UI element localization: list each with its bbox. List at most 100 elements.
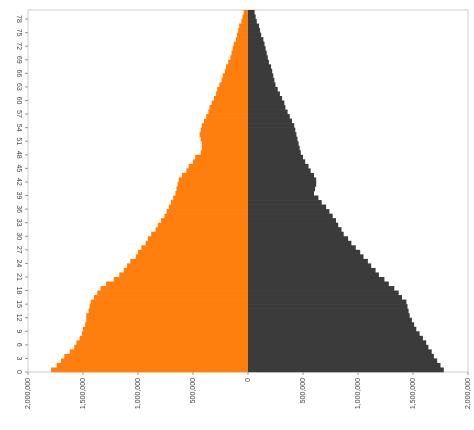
bar: [157, 222, 248, 228]
bar: [248, 231, 344, 237]
y-tick-label: 51: [15, 137, 22, 145]
x-tick-label: 1,500,000: [80, 378, 87, 409]
bar: [176, 186, 248, 192]
bar: [248, 127, 296, 133]
bar: [248, 168, 311, 174]
bar: [79, 335, 248, 341]
x-tick-label: 500,000: [190, 378, 197, 403]
bar: [206, 114, 248, 119]
bar: [94, 295, 248, 300]
bar: [248, 213, 333, 219]
bar: [248, 105, 286, 110]
y-tick-label: 78: [15, 15, 22, 23]
bar: [89, 304, 248, 309]
y-tick-label: 66: [15, 69, 22, 77]
bar: [221, 77, 248, 83]
y-tick-label: 63: [15, 83, 22, 91]
y-tick-label: 36: [15, 205, 22, 213]
bar: [127, 263, 248, 269]
bar: [216, 91, 248, 97]
bar: [248, 32, 262, 38]
bar: [248, 276, 385, 282]
bar: [248, 68, 273, 74]
bar: [248, 236, 349, 242]
bar: [51, 367, 248, 373]
bar: [171, 200, 248, 205]
y-tick-label: 60: [15, 97, 22, 105]
bar: [175, 191, 248, 196]
bar: [195, 154, 248, 160]
bar: [248, 358, 438, 364]
bar: [233, 41, 248, 47]
bar: [248, 227, 342, 233]
bar: [248, 141, 299, 147]
bar: [200, 127, 248, 133]
bar: [200, 150, 248, 156]
bar: [248, 132, 297, 137]
x-tick-label: 2,000,000: [465, 378, 472, 409]
bar: [248, 286, 395, 291]
bar: [248, 245, 356, 251]
bar: [248, 123, 295, 128]
bar: [248, 159, 306, 165]
bar: [248, 172, 314, 178]
bar: [248, 340, 427, 346]
bar: [135, 254, 248, 260]
y-tick-label: 75: [15, 29, 22, 37]
bar: [199, 132, 248, 137]
bar: [217, 86, 248, 92]
y-tick-label: 21: [15, 273, 22, 281]
bar: [248, 218, 336, 223]
bar: [119, 272, 248, 278]
bar: [248, 326, 417, 332]
bar: [145, 240, 248, 246]
bar: [248, 37, 264, 42]
x-tick-label: 1,000,000: [355, 378, 362, 409]
bar: [248, 59, 269, 65]
bar: [248, 322, 415, 328]
bar: [138, 249, 248, 255]
bar: [168, 204, 248, 210]
bar: [248, 100, 285, 106]
bar: [239, 23, 248, 29]
bar: [248, 95, 283, 101]
bar: [164, 213, 248, 219]
bar: [248, 304, 408, 309]
bar: [248, 263, 372, 269]
bar: [141, 245, 248, 251]
bar: [209, 105, 248, 110]
bar: [237, 32, 248, 38]
bar: [248, 91, 280, 97]
y-tick-label: 9: [15, 329, 22, 333]
bar: [248, 267, 376, 273]
bar: [155, 227, 248, 233]
y-tick-label: 3: [15, 356, 22, 360]
bar: [235, 37, 248, 42]
bar: [248, 204, 327, 210]
bar: [248, 163, 309, 169]
bar: [248, 77, 275, 83]
bar: [248, 28, 261, 33]
bar: [177, 181, 248, 187]
bar: [193, 159, 248, 165]
bar: [248, 64, 272, 70]
y-tick-label: 45: [15, 164, 22, 172]
bar: [248, 23, 259, 29]
bar: [201, 123, 248, 128]
bar: [248, 240, 352, 246]
y-tick-label: 54: [15, 124, 22, 132]
bar: [200, 136, 248, 142]
bar: [248, 258, 368, 264]
bar: [85, 322, 248, 328]
bar: [161, 218, 248, 223]
bar: [248, 50, 267, 56]
bar: [228, 59, 248, 65]
y-tick-label: 27: [15, 246, 22, 254]
x-tick-label: 1,500,000: [410, 378, 417, 409]
bar: [248, 295, 402, 300]
bar: [76, 340, 249, 346]
bar: [248, 86, 278, 92]
bar: [113, 276, 248, 282]
bar: [248, 177, 317, 183]
x-tick-label: 500,000: [300, 378, 307, 403]
